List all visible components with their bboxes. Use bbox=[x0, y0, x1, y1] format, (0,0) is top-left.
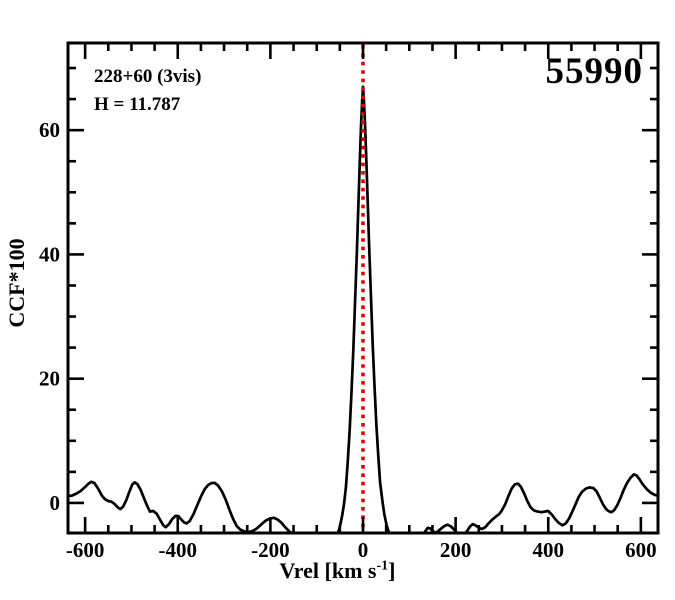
x-tick-label: 200 bbox=[440, 538, 472, 562]
x-tick-label: 600 bbox=[625, 538, 657, 562]
y-axis-title: CCF*100 bbox=[4, 238, 29, 328]
object-id-label: 228+60 (3vis) bbox=[94, 66, 202, 87]
axis-ticks bbox=[68, 43, 658, 533]
x-tick-label: -400 bbox=[159, 538, 198, 562]
x-axis-title-bracket: ] bbox=[388, 558, 396, 583]
h-magnitude-label: H = 11.787 bbox=[94, 94, 181, 115]
x-tick-label: -200 bbox=[251, 538, 290, 562]
y-tick-label: 20 bbox=[39, 367, 60, 391]
y-tick-label: 40 bbox=[39, 242, 60, 266]
x-axis-title-text: Vrel [km s bbox=[279, 558, 377, 583]
y-tick-label: 0 bbox=[50, 491, 61, 515]
ccf-curve bbox=[68, 85, 658, 533]
mjd-title: 55990 bbox=[545, 51, 643, 92]
x-axis-title-superscript: -1 bbox=[376, 558, 389, 574]
y-tick-label: 60 bbox=[39, 118, 60, 142]
x-tick-label: -600 bbox=[66, 538, 105, 562]
x-tick-label: 400 bbox=[532, 538, 564, 562]
x-axis-title: Vrel [km s-1] bbox=[0, 558, 675, 584]
x-tick-label: 0 bbox=[358, 538, 369, 562]
axis-tick-labels: -600 -400 -200 0 200 400 600 0 20 40 60 bbox=[39, 118, 657, 562]
